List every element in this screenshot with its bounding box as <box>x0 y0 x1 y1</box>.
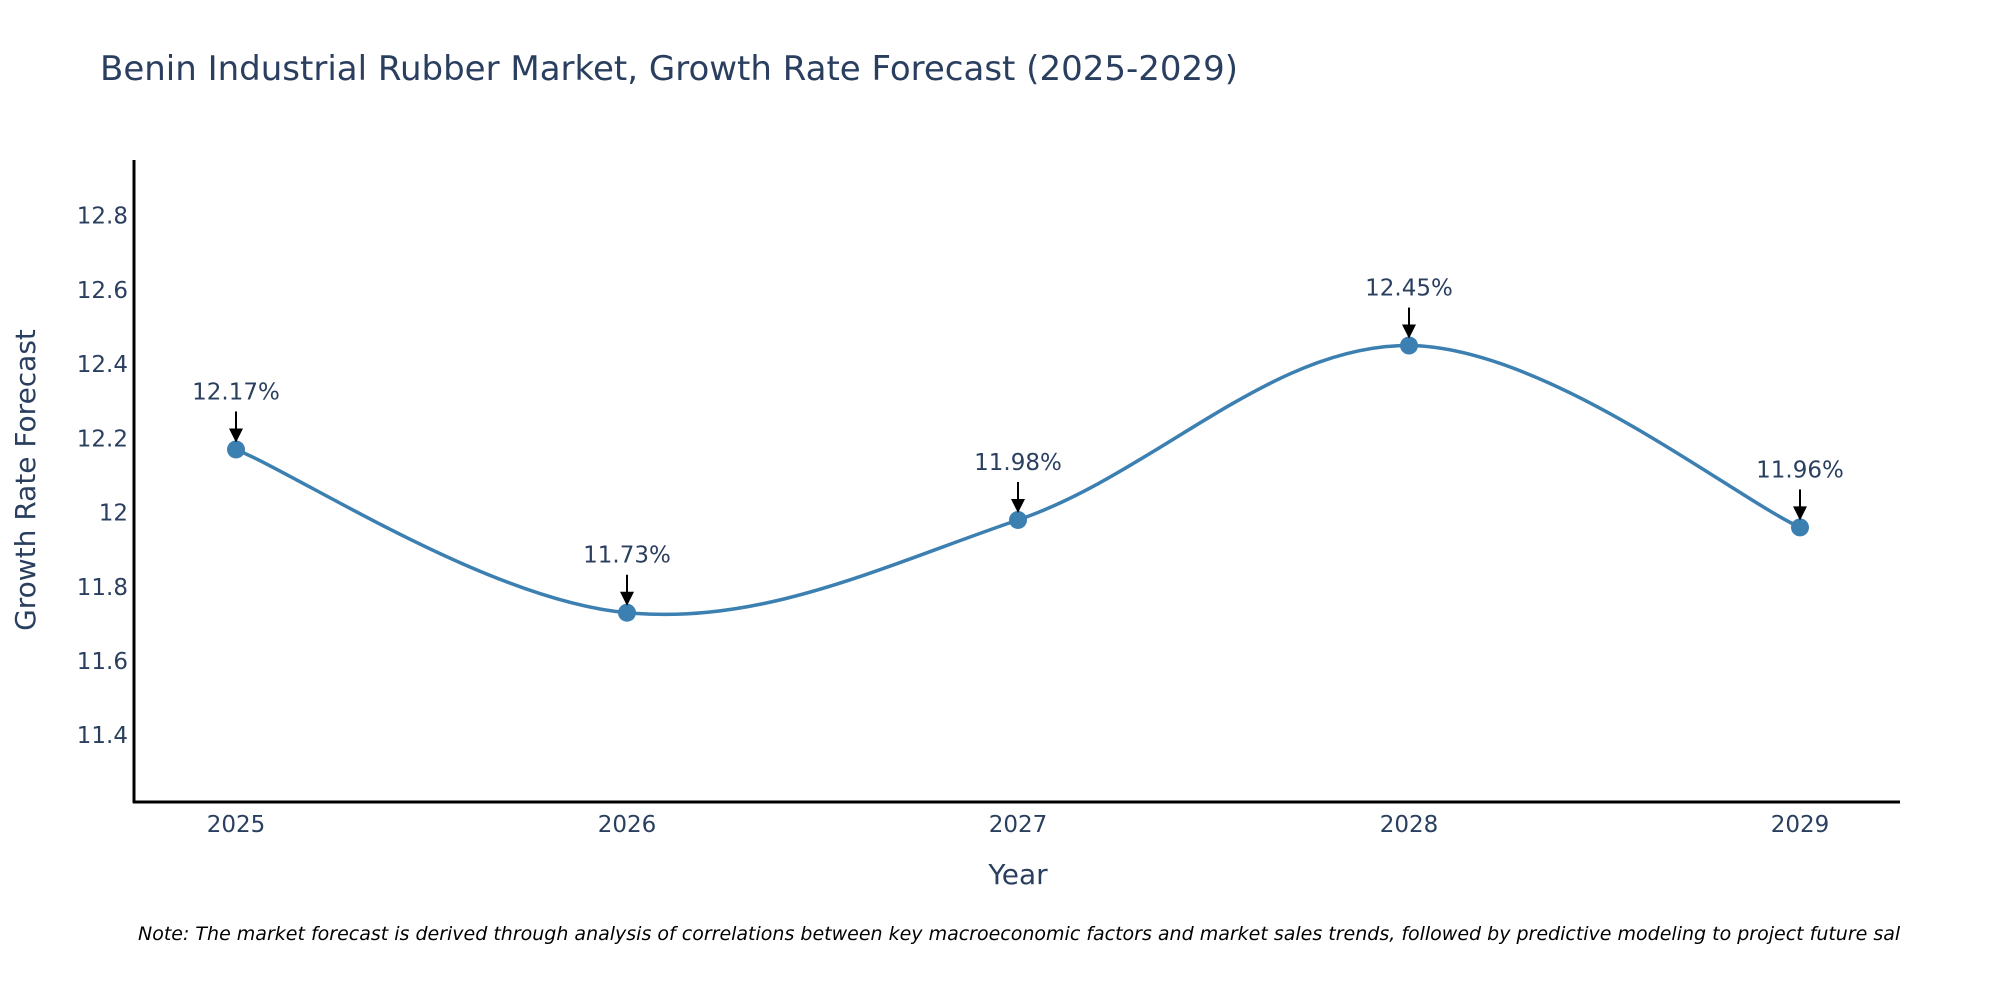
y-tick-label: 12.2 <box>77 426 128 452</box>
x-tick-label: 2026 <box>598 812 657 838</box>
footnote: Note: The market forecast is derived thr… <box>138 923 1901 945</box>
data-label: 12.17% <box>192 379 280 405</box>
data-label: 11.96% <box>1756 457 1844 483</box>
data-point <box>227 440 245 459</box>
y-tick-label: 12 <box>99 501 128 527</box>
data-point <box>1009 510 1027 529</box>
x-tick-label: 2025 <box>207 812 266 838</box>
annotation-arrow-head <box>1793 506 1807 521</box>
series-line <box>235 343 1801 617</box>
data-label: 12.45% <box>1365 276 1453 302</box>
y-tick-label: 11.6 <box>77 649 128 675</box>
x-tick-label: 2029 <box>1771 812 1830 838</box>
y-tick-label: 12.8 <box>77 204 128 230</box>
data-point <box>618 603 636 622</box>
data-point <box>1400 336 1418 355</box>
y-axis-title: Growth Rate Forecast <box>9 329 42 631</box>
x-tick-label: 2027 <box>989 812 1048 838</box>
data-point <box>1791 518 1809 537</box>
x-tick-label: 2028 <box>1380 812 1439 838</box>
annotation-arrow-head <box>1402 324 1416 339</box>
x-axis-title: Year <box>987 858 1048 891</box>
data-markers <box>227 336 1809 622</box>
data-label: 11.98% <box>974 450 1062 476</box>
annotation-arrow-head <box>1011 498 1025 513</box>
y-tick-label: 11.4 <box>77 723 128 749</box>
y-axis-ticks: 11.4 11.6 11.8 12 12.2 12.4 12.6 12.8 <box>77 204 128 750</box>
data-annotations: 12.17% 11.73% 11.98% 12.45% 11.96% <box>192 276 1844 606</box>
data-label: 11.73% <box>583 543 671 569</box>
annotation-arrow-head <box>229 428 243 443</box>
y-tick-label: 12.4 <box>77 352 128 378</box>
y-tick-label: 11.8 <box>77 575 128 601</box>
x-axis-ticks: 2025 2026 2027 2028 2029 <box>207 812 1830 838</box>
y-tick-label: 12.6 <box>77 278 128 304</box>
chart-title: Benin Industrial Rubber Market, Growth R… <box>100 49 1238 89</box>
annotation-arrow-head <box>620 591 634 606</box>
